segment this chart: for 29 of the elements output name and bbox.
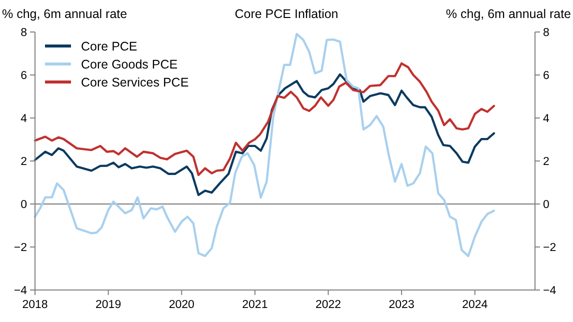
x-tick-label: 2023	[388, 299, 414, 311]
y-tick-label: −2	[14, 242, 27, 254]
x-tick-label: 2018	[22, 299, 48, 311]
y-axis-title: % chg, 6m annual rate	[2, 7, 128, 21]
line-series	[34, 73, 496, 196]
x-tick-label: 2022	[315, 299, 342, 311]
y2-tick-label: 2	[543, 156, 550, 168]
x-tick-label: 2019	[96, 299, 122, 311]
y2-tick-label: 0	[543, 199, 550, 212]
y-tick-label: 6	[20, 70, 27, 82]
legend-label: Core Goods PCE	[81, 57, 178, 72]
x-tick-label: 2024	[462, 299, 488, 311]
y-tick-label: 4	[20, 113, 28, 126]
y2-tick-label: −4	[543, 285, 557, 298]
y-tick-label: 8	[20, 27, 27, 40]
x-tick-label: 2020	[168, 299, 194, 311]
y2-tick-label: 8	[543, 27, 550, 40]
y2-tick-label: 4	[543, 113, 550, 126]
chart-title: Core PCE Inflation	[234, 7, 338, 21]
y2-tick-label: 6	[543, 70, 550, 82]
x-tick-label: 2021	[242, 299, 268, 311]
y2-axis-title: % chg, 6m annual rate	[446, 7, 572, 21]
y-tick-label: 0	[20, 199, 27, 212]
legend-label: Core PCE	[81, 39, 138, 54]
y-tick-label: −4	[14, 285, 28, 298]
legend-label: Core Services PCE	[81, 75, 189, 90]
y-tick-label: 2	[20, 156, 27, 168]
y2-tick-label: −2	[543, 242, 556, 254]
line-series	[34, 32, 496, 258]
